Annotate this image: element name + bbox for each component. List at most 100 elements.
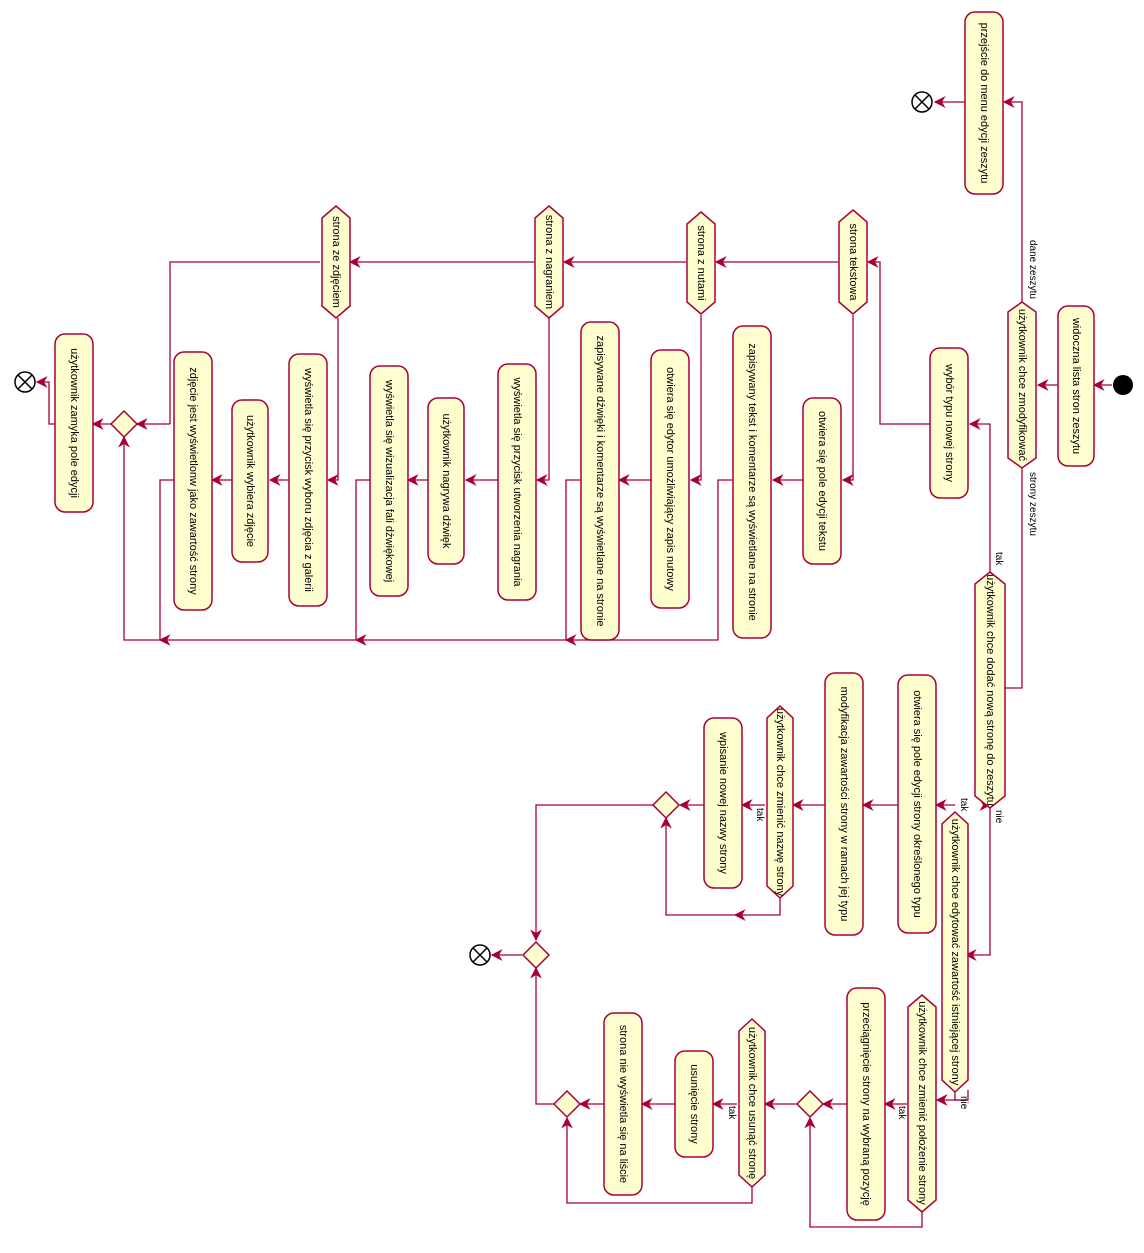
edge-label-tak-add: tak <box>993 552 1004 566</box>
edge-knotes-open <box>689 315 702 486</box>
condition-type-notes <box>686 211 716 315</box>
activity-text-open <box>802 397 842 565</box>
edge-nsave-merge <box>354 479 581 646</box>
activity-img-show-label: zdjęcie jest wyświetlonw jako zawartość … <box>187 367 199 595</box>
activity-rename-label: wpisanie nowej nazwy strony <box>717 731 729 874</box>
activity-text-open-label: otwiera się pole edycji tekstu <box>816 411 828 551</box>
edge-remove-skip <box>561 1116 753 1204</box>
activity-text-save-label: zapisywany tekst i komentarze są wyświet… <box>746 343 758 621</box>
condition-rename <box>766 704 794 900</box>
activity-rec-visual-label: wyświetla się wizualizacja fali dźwiękow… <box>383 379 395 582</box>
edge-label-tak-move: tak <box>896 1106 907 1120</box>
end-icon <box>911 91 933 113</box>
edge-edit-move <box>935 1090 969 1106</box>
edge-rvis-merge <box>158 479 370 646</box>
activity-type-label: wybór typu nowej strony <box>943 363 955 482</box>
activity-modify <box>824 672 864 936</box>
edge-krec-btn <box>535 318 550 486</box>
condition-type-text-label: strona tekstowa <box>847 223 859 301</box>
activity-img-button <box>288 353 328 607</box>
edge-label-tak-edit: tak <box>958 798 969 812</box>
edge-label-tak-rename: tak <box>754 808 765 822</box>
edge-label-tak-remove: tak <box>726 1106 737 1120</box>
edge-modify-strony <box>1005 468 1023 689</box>
activity-img-user-label: użytkownik wybiera zdjęcie <box>244 415 256 547</box>
edge-ishow-merge <box>118 435 174 641</box>
edge-label-dane-zeszytu: dane zeszytu <box>1027 240 1038 299</box>
condition-type-rec-label: strona z nagraniem <box>543 215 555 309</box>
condition-rename-label: użytkownik chce zmienić nazwę strony <box>774 708 786 897</box>
merge-diamond-rename <box>651 790 681 820</box>
condition-move <box>907 994 937 1213</box>
merge-diamond-final <box>521 940 551 970</box>
activity-rec-user-label: użytkownik nagrywa dźwięk <box>440 413 452 549</box>
activity-delete <box>674 1050 714 1158</box>
edge-crename-skip <box>733 895 781 921</box>
activity-img-user <box>231 399 269 563</box>
activity-notes-save-label: zapisywane dźwięki i komentarze są wyświ… <box>594 335 606 626</box>
end-icon <box>469 944 491 966</box>
activity-img-show <box>173 351 213 611</box>
condition-edit <box>941 810 969 1094</box>
activity-notes-open <box>650 349 690 609</box>
activity-close-label: użytkownik zamyka pole edycji <box>68 348 80 498</box>
activity-rename <box>703 717 743 889</box>
edge-rmerge-final <box>530 804 653 942</box>
condition-modify-label: użytkownik chce zmodyfikować <box>1016 309 1028 462</box>
merge-diamond-types <box>109 409 139 439</box>
end-icon <box>14 371 36 393</box>
activity-rec-button <box>497 363 537 601</box>
start-node <box>1113 375 1133 395</box>
activity-rec-user <box>427 397 465 565</box>
activity-modify-label: modyfikacja zawartości strony w ramach j… <box>838 687 850 922</box>
edge-close-end <box>35 376 55 425</box>
activity-rec-visual <box>369 365 409 597</box>
edge-label-nie-add: nie <box>993 810 1004 824</box>
merge-diamond-remove <box>552 1089 582 1119</box>
activity-close <box>54 333 94 513</box>
activity-list-label: widoczna lista stron zeszytu <box>1070 317 1082 454</box>
activity-drag <box>846 987 886 1221</box>
activity-list <box>1057 305 1095 467</box>
edge-label-strony-zeszytu: strony zeszytu <box>1027 472 1038 536</box>
activity-delete-label: usunięcie strony <box>688 1064 700 1144</box>
edge-m2-final <box>530 966 554 1105</box>
edges <box>35 96 1112 1228</box>
edge-move-skip <box>804 1116 923 1228</box>
condition-remove <box>738 1017 766 1189</box>
activity-img-button-label: wyświetla się przycisk wyboru zdjęcia z … <box>302 367 314 592</box>
condition-type-img-label: strona ze zdjęciem <box>330 216 342 308</box>
activity-rec-button-label: wyświetla się przycisk utworzenia nagran… <box>511 376 523 587</box>
edge-add-nie-edit <box>964 805 991 961</box>
edge-kimg-btn <box>326 318 339 486</box>
activity-drag-label: przeciągnięcie strony na wybraną pozycję <box>860 1002 872 1206</box>
activity-type <box>929 347 969 499</box>
edge-add-tak-type <box>968 418 991 575</box>
condition-remove-label: użytkownik chce usunąć stronę <box>746 1027 758 1179</box>
edge-type-text <box>866 256 930 425</box>
activity-text-save <box>732 325 772 639</box>
condition-type-text <box>838 209 868 315</box>
activity-edit-open-label: otwiera się pole edycji strony określone… <box>911 690 923 917</box>
activity-menu-label: przejście do menu edycji zeszytu <box>978 23 990 184</box>
condition-type-img <box>321 205 351 319</box>
activity-edit-open <box>897 674 937 934</box>
condition-modify <box>1007 301 1037 469</box>
activity-notes-save <box>580 321 620 641</box>
edge-ktext-open <box>841 315 854 486</box>
merge-diamond-move <box>795 1089 825 1119</box>
condition-move-label: użytkownik chce zmienić położenie strony <box>916 1001 928 1205</box>
edge-tsave-merge <box>564 479 733 646</box>
activity-hidden-label: strona nie wyświetla się na liście <box>617 1025 629 1183</box>
activity-notes-open-label: otwiera się edytor umożliwiający zapis n… <box>664 367 676 591</box>
condition-add-label: użytkownik chce dodać nową stronę do zes… <box>984 574 996 806</box>
edge-label-nie-edit: nie <box>958 1096 969 1110</box>
edge-img-merge <box>169 261 320 424</box>
condition-add <box>974 571 1006 809</box>
condition-type-rec <box>534 205 564 319</box>
edge-modify-menu <box>1002 96 1023 302</box>
condition-type-notes-label: strona z nutami <box>695 225 707 300</box>
activity-menu <box>964 11 1004 195</box>
activity-hidden <box>603 1012 643 1196</box>
